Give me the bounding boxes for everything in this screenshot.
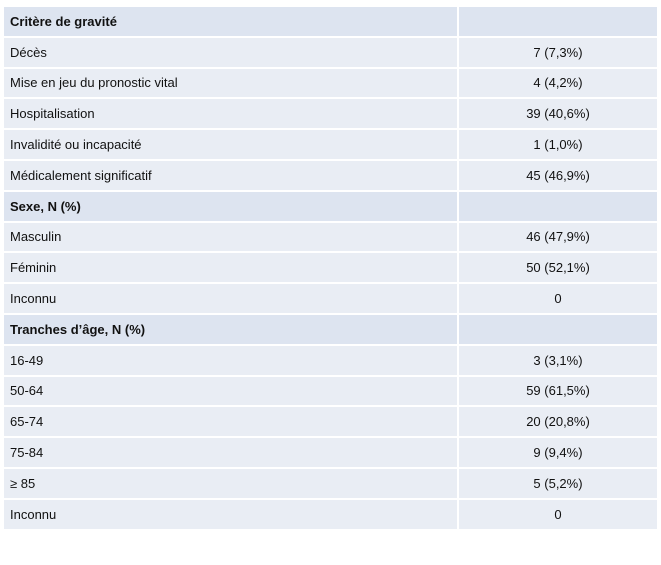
row-value: 50 (52,1%) <box>457 251 659 285</box>
row-value: 59 (61,5%) <box>457 374 659 408</box>
row-label: ≥ 85 <box>2 466 459 500</box>
data-row: Inconnu 0 <box>2 282 659 315</box>
row-label: Masculin <box>2 220 459 254</box>
row-value: 3 (3,1%) <box>457 343 659 377</box>
row-label: Décès <box>2 35 459 69</box>
data-row: Masculin 46 (47,9%) <box>2 220 659 254</box>
row-label: 50-64 <box>2 374 459 408</box>
data-row: Invalidité ou incapacité 1 (1,0%) <box>2 128 659 161</box>
table-body: Critère de gravité Décès 7 (7,3%) Mise en j… <box>2 5 659 531</box>
data-row: ≥ 85 5 (5,2%) <box>2 466 659 500</box>
data-row: Inconnu 0 <box>2 497 659 531</box>
row-label: Inconnu <box>2 282 459 315</box>
data-table: Critère de gravité Décès 7 (7,3%) Mise en j… <box>2 5 659 531</box>
row-label: 16-49 <box>2 343 459 377</box>
data-row: Décès 7 (7,3%) <box>2 35 659 69</box>
section-title: Tranches d’âge, N (%) <box>2 312 459 346</box>
row-label: Mise en jeu du pronostic vital <box>2 66 459 100</box>
data-row: 16-49 3 (3,1%) <box>2 343 659 377</box>
data-row: 75-84 9 (9,4%) <box>2 436 659 469</box>
row-value: 20 (20,8%) <box>457 405 659 439</box>
data-row: Médicalement significatif 45 (46,9%) <box>2 158 659 192</box>
section-row: Tranches d’âge, N (%) <box>2 312 659 346</box>
row-value: 9 (9,4%) <box>457 436 659 469</box>
data-row: 50-64 59 (61,5%) <box>2 374 659 408</box>
row-value: 4 (4,2%) <box>457 66 659 100</box>
row-label: 75-84 <box>2 436 459 469</box>
data-row: Hospitalisation 39 (40,6%) <box>2 97 659 131</box>
row-value: 0 <box>457 497 659 531</box>
row-label: Invalidité ou incapacité <box>2 128 459 161</box>
section-value <box>457 5 659 38</box>
row-value: 0 <box>457 282 659 315</box>
row-label: 65-74 <box>2 405 459 439</box>
section-row: Sexe, N (%) <box>2 189 659 223</box>
section-row: Critère de gravité <box>2 5 659 38</box>
data-row: 65-74 20 (20,8%) <box>2 405 659 439</box>
row-value: 5 (5,2%) <box>457 466 659 500</box>
row-label: Féminin <box>2 251 459 285</box>
section-title: Sexe, N (%) <box>2 189 459 223</box>
row-label: Inconnu <box>2 497 459 531</box>
data-row: Féminin 50 (52,1%) <box>2 251 659 285</box>
row-value: 7 (7,3%) <box>457 35 659 69</box>
row-label: Médicalement significatif <box>2 158 459 192</box>
section-value <box>457 312 659 346</box>
row-value: 46 (47,9%) <box>457 220 659 254</box>
row-value: 45 (46,9%) <box>457 158 659 192</box>
row-value: 1 (1,0%) <box>457 128 659 161</box>
data-row: Mise en jeu du pronostic vital 4 (4,2%) <box>2 66 659 100</box>
row-value: 39 (40,6%) <box>457 97 659 131</box>
section-value <box>457 189 659 223</box>
section-title: Critère de gravité <box>2 5 459 38</box>
row-label: Hospitalisation <box>2 97 459 131</box>
